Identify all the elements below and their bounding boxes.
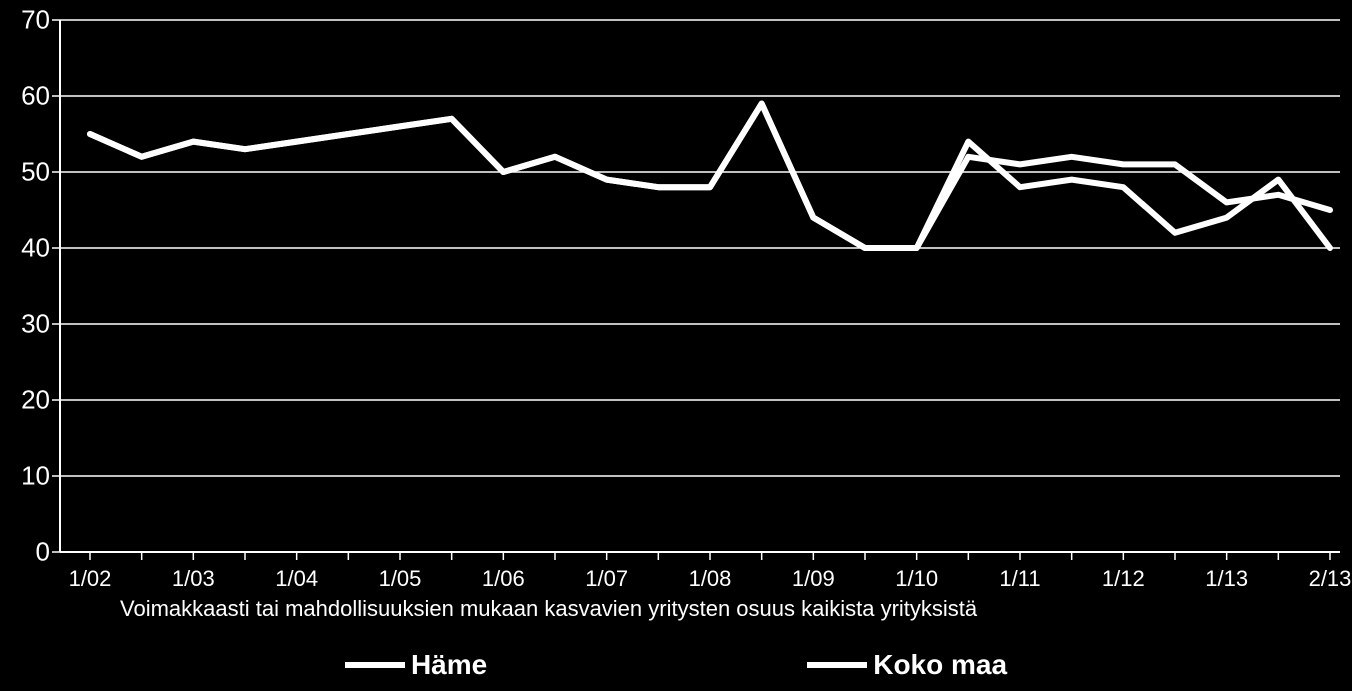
x-tick-label: 1/03	[172, 566, 215, 592]
x-tick-label: 1/06	[482, 566, 525, 592]
y-tick-label: 50	[5, 157, 50, 188]
y-tick-label: 70	[5, 5, 50, 36]
chart-subtitle: Voimakkaasti tai mahdollisuuksien mukaan…	[120, 596, 977, 622]
y-tick-label: 40	[5, 233, 50, 264]
legend-item-hame: Häme	[345, 649, 487, 681]
x-tick-label: 1/04	[275, 566, 318, 592]
y-tick-label: 10	[5, 461, 50, 492]
legend-item-kokomaa: Koko maa	[807, 649, 1007, 681]
y-tick-label: 20	[5, 385, 50, 416]
legend-label: Häme	[411, 649, 487, 681]
x-tick-label: 1/02	[69, 566, 112, 592]
line-chart: 0 10 20 30 40 50 60 70 1/02 1/03 1/04 1/05 1/06 1/07…	[0, 0, 1352, 691]
legend-swatch	[345, 662, 405, 668]
x-tick-label: 1/12	[1102, 566, 1145, 592]
x-tick-label: 1/11	[999, 566, 1040, 592]
x-tick-label: 1/13	[1205, 566, 1248, 592]
x-tick-label: 1/10	[895, 566, 938, 592]
x-tick-label: 1/07	[585, 566, 628, 592]
legend-label: Koko maa	[873, 649, 1007, 681]
y-tick-label: 0	[5, 537, 50, 568]
x-tick-label: 1/09	[792, 566, 835, 592]
legend-swatch	[807, 662, 867, 668]
legend: Häme Koko maa	[0, 649, 1352, 681]
x-tick-label: 2/13	[1309, 566, 1352, 592]
y-tick-label: 60	[5, 81, 50, 112]
x-tick-label: 1/05	[379, 566, 422, 592]
x-tick-label: 1/08	[689, 566, 732, 592]
y-tick-label: 30	[5, 309, 50, 340]
